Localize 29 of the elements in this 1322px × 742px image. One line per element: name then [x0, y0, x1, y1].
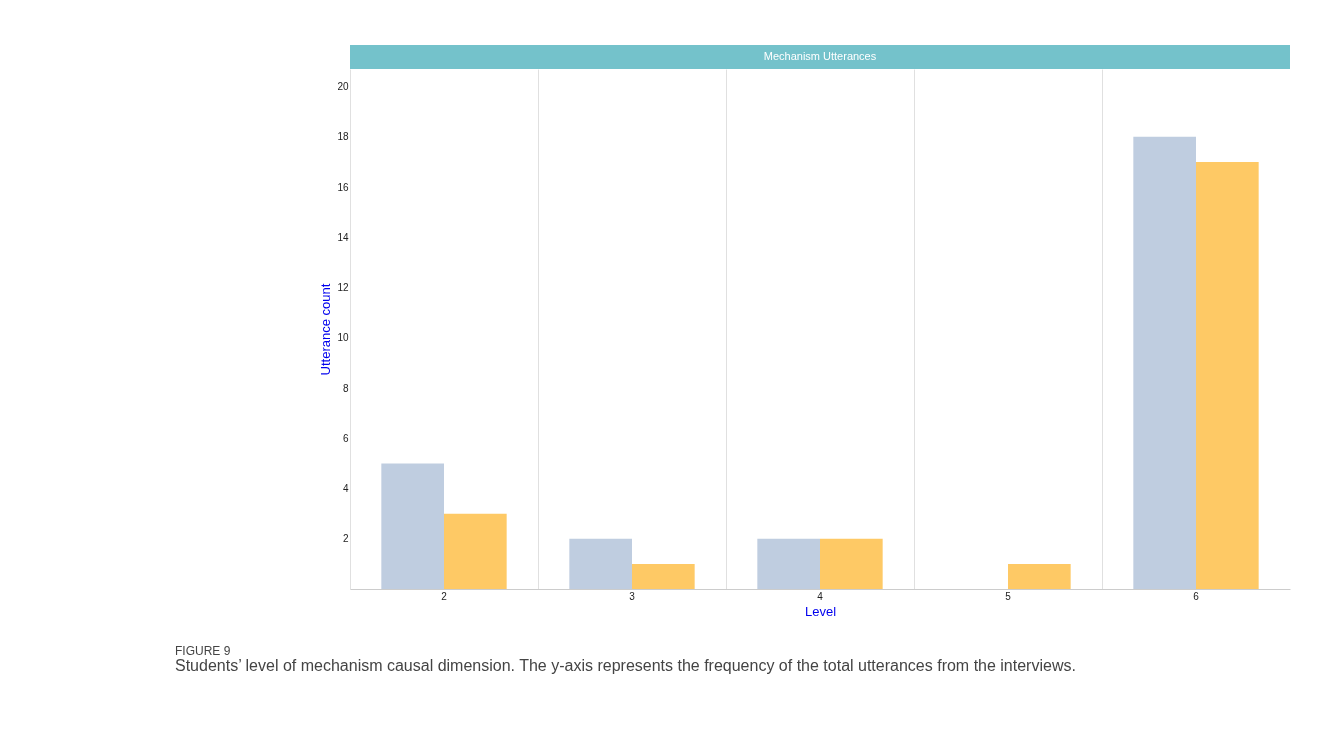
text: Students’ level of mechanism causal dimension. The y-axis represents the frequency of the total utterances from the interviews.: [175, 656, 1076, 674]
y-axis-title: Utterance count: [318, 283, 334, 376]
x-axis-title: Level: [804, 603, 837, 619]
y-tick-label: 2: [342, 533, 349, 545]
y-tick-label: 8: [342, 382, 349, 394]
bar: [1196, 161, 1259, 589]
chart-title: Mechanism Utterances: [763, 50, 877, 62]
x-tick-label: 5: [1005, 590, 1012, 602]
caption: FIGURE 9: [175, 643, 231, 658]
y-tick-label: 20: [337, 81, 349, 93]
bar: [757, 538, 820, 589]
x-tick-label: 6: [1193, 590, 1200, 602]
x-tick-label: 4: [817, 590, 824, 602]
bar: [632, 563, 695, 589]
bar: [444, 513, 507, 589]
bar: [569, 538, 632, 589]
bar: [820, 538, 883, 589]
bar: [1008, 563, 1071, 589]
y-tick-label: 10: [337, 332, 349, 344]
y-tick-label: 18: [337, 131, 349, 143]
y-tick-label: 4: [342, 483, 349, 495]
bar: [381, 463, 444, 589]
y-tick-label: 6: [342, 432, 349, 444]
x-tick-label: 3: [629, 590, 636, 602]
bar: [1133, 136, 1196, 589]
y-tick-label: 14: [337, 231, 349, 243]
x-tick-label: 2: [441, 590, 448, 602]
y-tick-label: 12: [337, 282, 349, 294]
y-tick-label: 16: [337, 181, 349, 193]
